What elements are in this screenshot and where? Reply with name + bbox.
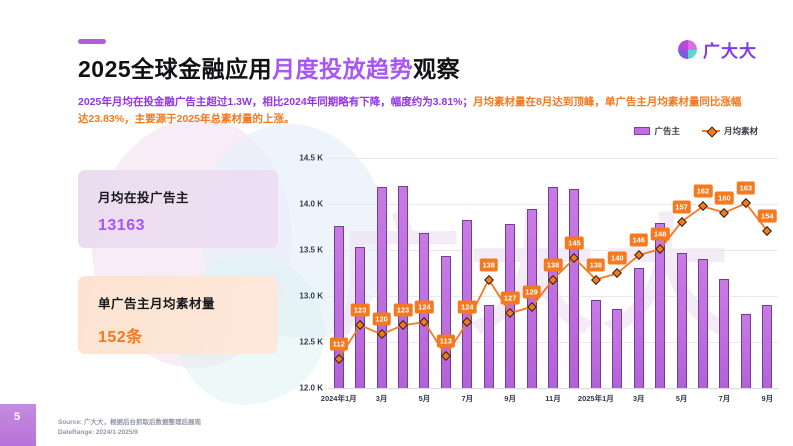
legend-item-advertisers[interactable]: 广告主 <box>634 125 680 137</box>
chart-data-label: 123 <box>393 303 413 317</box>
legend-item-advertisers-label: 广告主 <box>654 126 680 136</box>
chart-data-label: 157 <box>672 200 691 214</box>
chart-data-label: 140 <box>608 251 627 265</box>
chart-bar[interactable] <box>762 305 773 388</box>
chart-bar[interactable] <box>590 299 601 388</box>
x-axis-tick-label: 7月 <box>718 394 731 403</box>
x-axis-tick-label: 7月 <box>461 394 474 403</box>
brand-logo: 广大大 <box>678 37 757 62</box>
footer-source-line: Source: 广大大，根据后台抓取后数据整理后展现 <box>58 419 202 426</box>
page-title-part2: 观察 <box>413 56 461 82</box>
subtitle-segment-1: 2025年月均在投金融广告主超过1.3W，相比2024年同期略有下降，幅度约为3… <box>78 96 473 108</box>
chart-bar[interactable] <box>633 268 644 388</box>
legend-item-creatives[interactable]: 月均素材 <box>701 125 758 137</box>
chart-data-label: 138 <box>479 258 498 272</box>
legend-item-creatives-label: 月均素材 <box>723 126 758 136</box>
kpi-card-advertisers-label: 月均在投广告主 <box>98 191 190 205</box>
chart-data-label: 154 <box>758 209 777 223</box>
page-number-background <box>0 404 36 446</box>
chart-bar[interactable] <box>569 189 580 388</box>
title-accent-bar <box>78 39 106 44</box>
x-axis-tick-label: 2024年1月 <box>320 394 357 403</box>
chart-data-label: 148 <box>650 227 670 241</box>
chart-bar[interactable] <box>333 226 344 388</box>
chart-data-label: 113 <box>436 334 455 348</box>
chart-data-label: 163 <box>736 181 756 195</box>
chart-bar[interactable] <box>719 279 730 388</box>
chart-bar[interactable] <box>655 223 666 388</box>
chart-bar[interactable] <box>398 185 408 388</box>
chart-data-label: 146 <box>629 233 648 247</box>
page-title-highlight: 月度投放趋势 <box>272 56 414 82</box>
x-axis-tick-label: 3月 <box>632 394 645 403</box>
footer-source: Source: 广大大，根据后台抓取后数据整理后展现 DateRange: 20… <box>58 418 201 438</box>
chart-bar[interactable] <box>483 305 494 388</box>
chart-bar[interactable] <box>698 259 708 388</box>
x-axis-tick-label: 11月 <box>545 394 561 403</box>
chart-gridline: 12.0 K <box>299 384 778 393</box>
kpi-card-creatives-label: 单广告主月均素材量 <box>98 297 216 311</box>
footer-daterange-line: DateRange: 2024/1-2025/9 <box>58 429 138 436</box>
chart-data-label: 138 <box>543 258 563 272</box>
y-axis-tick-label: 14.5 K <box>299 153 323 163</box>
x-axis-tick-label: 9月 <box>504 394 516 403</box>
x-axis-tick-label: 5月 <box>418 394 431 403</box>
chart-bar[interactable] <box>440 256 451 388</box>
y-axis-tick-label: 12.5 K <box>299 337 323 347</box>
x-axis-tick-label: 5月 <box>675 394 688 403</box>
chart-data-label: 123 <box>350 303 370 317</box>
chart-data-label: 145 <box>565 236 584 250</box>
kpi-card-creatives: 单广告主月均素材量 152条 <box>78 276 278 354</box>
chart-plot-area: 12.0 K 12.5 K 13.0 K 13.5 K 14.0 K 14.5 K 2024… <box>299 154 778 403</box>
x-axis-tick-label: 9月 <box>761 394 774 403</box>
x-axis-tick-label: 3月 <box>375 394 388 403</box>
chart-data-label: 124 <box>415 300 434 314</box>
chart-data-label: 127 <box>500 291 520 305</box>
subtitle-segment-2: 月均素材量在8月达到顶峰，单广告主月均素材量同比涨幅达23.83%，主要源于20… <box>78 96 742 125</box>
chart-data-label: 162 <box>693 184 713 198</box>
x-axis-tick-label: 2025年1月 <box>577 394 614 403</box>
logo-text: 广大大 <box>703 42 757 61</box>
y-axis-tick-label: 13.5 K <box>299 245 323 255</box>
kpi-card-advertisers: 月均在投广告主 13163 <box>78 170 278 248</box>
chart-bar[interactable] <box>355 247 366 388</box>
y-axis-tick-label: 12.0 K <box>299 383 323 393</box>
chart-data-label: 129 <box>522 285 541 299</box>
y-axis-tick-label: 14.0 K <box>299 199 323 209</box>
chart-bar[interactable] <box>376 187 387 388</box>
chart-gridline: 14.5 K <box>299 154 778 163</box>
legend-bar-swatch-icon <box>634 127 651 135</box>
chart-data-label: 160 <box>715 191 734 205</box>
chart-data-label: 120 <box>372 312 391 326</box>
chart-bar[interactable] <box>612 308 623 388</box>
chart-data-label: 124 <box>458 300 477 314</box>
chart-data-label: 112 <box>329 337 348 351</box>
chart-bar[interactable] <box>676 252 687 388</box>
chart-data-label: 138 <box>586 258 606 272</box>
chart-legend: 广告主 月均素材 <box>634 125 758 137</box>
logo-mark-icon <box>678 40 697 59</box>
page-title: 2025全球金融应用月度投放趋势观察 <box>78 50 460 84</box>
y-axis-tick-label: 13.0 K <box>299 291 323 301</box>
chart-bar[interactable] <box>548 187 558 388</box>
page-number: 5 <box>14 411 21 423</box>
chart-bar[interactable] <box>740 314 751 388</box>
kpi-card-creatives-value: 152条 <box>98 329 143 346</box>
page-title-part1: 2025全球金融应用 <box>78 56 273 82</box>
legend-line-swatch-icon <box>701 130 720 132</box>
subtitle: 2025年月均在投金融广告主超过1.3W，相比2024年同期略有下降，幅度约为3… <box>78 94 750 128</box>
kpi-card-advertisers-value: 13163 <box>98 217 145 234</box>
